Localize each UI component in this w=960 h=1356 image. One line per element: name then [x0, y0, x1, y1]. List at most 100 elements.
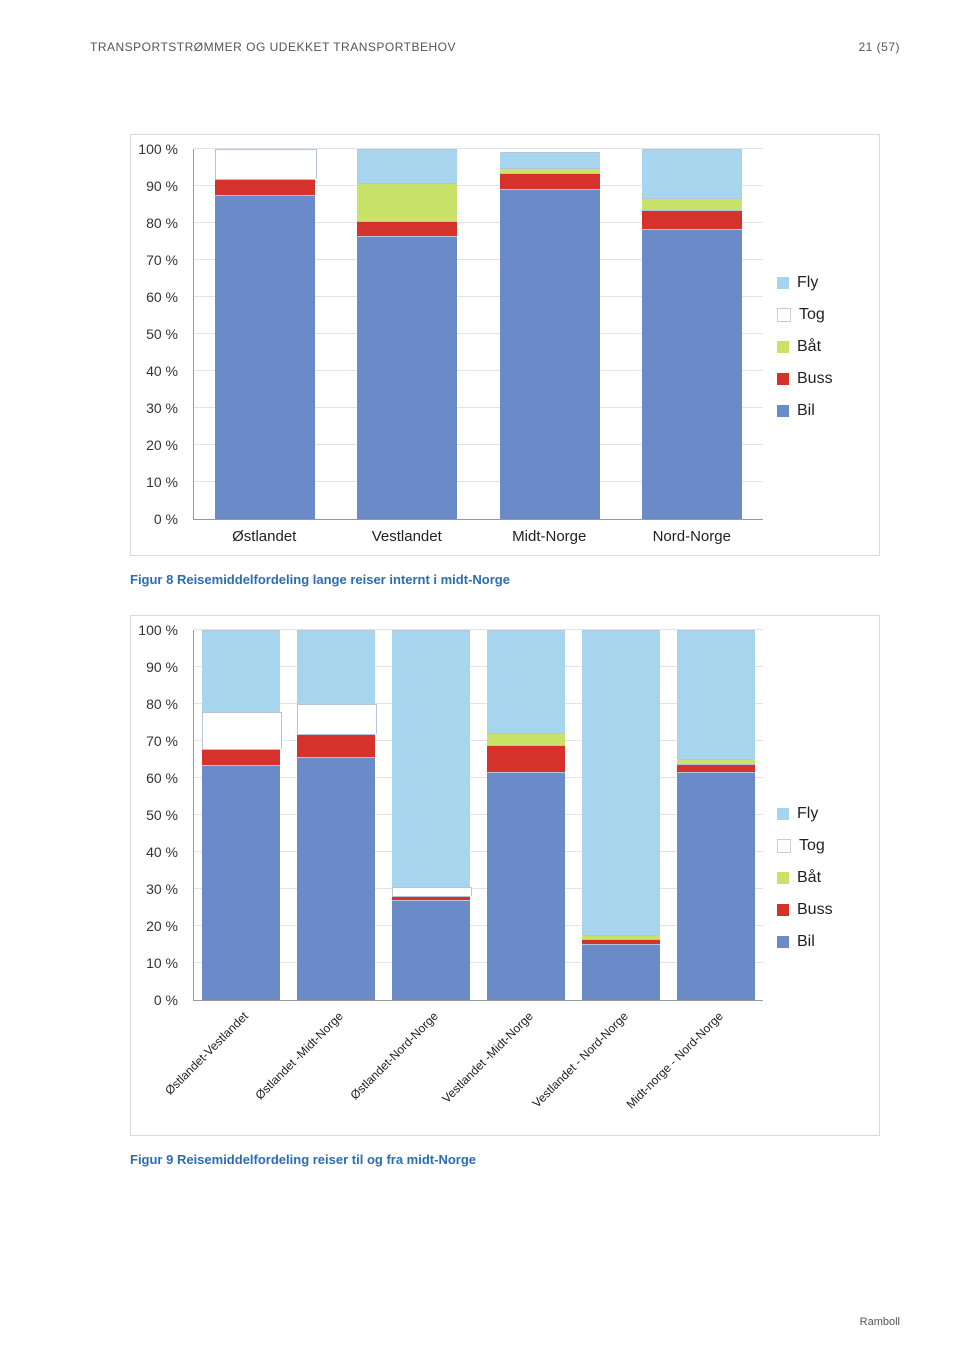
legend-item: Båt [777, 338, 867, 356]
bar-segment-tog [297, 704, 377, 734]
bar-group [478, 630, 573, 1000]
ytick-label: 10 % [146, 955, 186, 971]
xlabel: Østlandet -Midt-Norge [288, 1001, 383, 1125]
ytick-label: 0 % [154, 511, 186, 527]
chart-9-legend: Fly Tog Båt Buss Bil [763, 630, 867, 1125]
bar [357, 149, 457, 519]
xlabel: Vestlandet -Midt-Norge [478, 1001, 573, 1125]
ytick-label: 70 % [146, 733, 186, 749]
bar-segment-fly [297, 630, 375, 704]
ytick-label: 50 % [146, 326, 186, 342]
bar [582, 630, 660, 1000]
legend-item: Tog [777, 837, 867, 855]
bar-segment-bil [500, 189, 600, 519]
bar [487, 630, 565, 1000]
legend-label: Båt [797, 338, 821, 356]
ytick-label: 80 % [146, 215, 186, 231]
legend-label: Tog [799, 837, 825, 855]
bar [500, 149, 600, 519]
ytick-label: 50 % [146, 807, 186, 823]
ytick-label: 40 % [146, 363, 186, 379]
chart-8-legend: Fly Tog Båt Buss Bil [763, 149, 867, 545]
bar-segment-buss [202, 749, 280, 765]
bar [677, 630, 755, 1000]
legend-item: Bil [777, 402, 867, 420]
xlabel: Midt-norge - Nord-Norge [668, 1001, 763, 1125]
bar-segment-bil [297, 757, 375, 1000]
bar-segment-fly [202, 630, 280, 712]
bar-group [194, 630, 289, 1000]
chart-9-plot: 0 %10 %20 %30 %40 %50 %60 %70 %80 %90 %1… [143, 630, 763, 1125]
ytick-label: 90 % [146, 659, 186, 675]
bar-segment-fly [500, 152, 600, 168]
ytick-label: 30 % [146, 881, 186, 897]
ytick-label: 60 % [146, 289, 186, 305]
bar-segment-båt [357, 183, 457, 221]
bar-segment-bil [677, 772, 755, 1000]
header-page: 21 (57) [858, 40, 900, 54]
bar-segment-båt [487, 733, 565, 745]
chart-8-xlabels: ØstlandetVestlandetMidt-NorgeNord-Norge [193, 520, 763, 545]
bar [215, 149, 315, 519]
legend-item: Buss [777, 370, 867, 388]
ytick-label: 90 % [146, 178, 186, 194]
chart-8-row: 0 %10 %20 %30 %40 %50 %60 %70 %80 %90 %1… [143, 149, 867, 545]
page-header: TRANSPORTSTRØMMER OG UDEKKET TRANSPORTBE… [90, 40, 900, 54]
bar-group [573, 630, 668, 1000]
bar-segment-fly [487, 630, 565, 733]
ytick-label: 100 % [138, 622, 186, 638]
bar-segment-buss [500, 173, 600, 189]
ytick-label: 20 % [146, 437, 186, 453]
legend-swatch [777, 373, 789, 385]
legend-swatch [777, 341, 789, 353]
bar [202, 630, 280, 1000]
legend-item: Fly [777, 805, 867, 823]
xlabel: Østlandet-Nord-Norge [383, 1001, 478, 1125]
ytick-label: 20 % [146, 918, 186, 934]
ytick-label: 70 % [146, 252, 186, 268]
xlabel: Midt-Norge [478, 520, 621, 545]
chart-8-plot: 0 %10 %20 %30 %40 %50 %60 %70 %80 %90 %1… [143, 149, 763, 545]
bar-group [621, 149, 763, 519]
bar [392, 630, 470, 1000]
chart-8-bars [194, 149, 763, 519]
bar-segment-båt [642, 198, 742, 210]
bar-segment-bil [215, 195, 315, 519]
bar-segment-bil [487, 772, 565, 1000]
legend-label: Fly [797, 274, 818, 292]
xlabel: Vestlandet [336, 520, 479, 545]
bar-segment-buss [677, 764, 755, 772]
bar-segment-fly [677, 630, 755, 759]
legend-label: Buss [797, 901, 833, 919]
legend-swatch [777, 308, 791, 322]
legend-item: Båt [777, 869, 867, 887]
chart-8-caption: Figur 8 Reisemiddelfordeling lange reise… [130, 572, 900, 587]
bar-segment-fly [357, 149, 457, 183]
legend-label: Tog [799, 306, 825, 324]
chart-8-plot-area: 0 %10 %20 %30 %40 %50 %60 %70 %80 %90 %1… [193, 149, 763, 520]
bar-segment-buss [357, 221, 457, 237]
legend-label: Bil [797, 402, 815, 420]
bar-segment-bil [202, 765, 280, 1000]
ytick-label: 60 % [146, 770, 186, 786]
legend-item: Bil [777, 933, 867, 951]
chart-9-bars [194, 630, 763, 1000]
bar [297, 630, 375, 1000]
bar-segment-fly [392, 630, 470, 887]
bar-segment-bil [582, 944, 660, 1000]
chart-9-caption: Figur 9 Reisemiddelfordeling reiser til … [130, 1152, 900, 1167]
ytick-label: 40 % [146, 844, 186, 860]
ytick-label: 10 % [146, 474, 186, 490]
bar-segment-buss [642, 210, 742, 229]
bar-segment-buss [297, 734, 375, 757]
bar-segment-fly [582, 630, 660, 935]
bar-group [194, 149, 336, 519]
bar-group [479, 149, 621, 519]
header-title: TRANSPORTSTRØMMER OG UDEKKET TRANSPORTBE… [90, 40, 456, 54]
bar [642, 149, 742, 519]
ytick-label: 100 % [138, 141, 186, 157]
legend-swatch [777, 839, 791, 853]
xlabel: Vestlandet - Nord-Norge [573, 1001, 668, 1125]
chart-9-xlabels: Østlandet-VestlandetØstlandet -Midt-Norg… [193, 1001, 763, 1125]
legend-swatch [777, 277, 789, 289]
